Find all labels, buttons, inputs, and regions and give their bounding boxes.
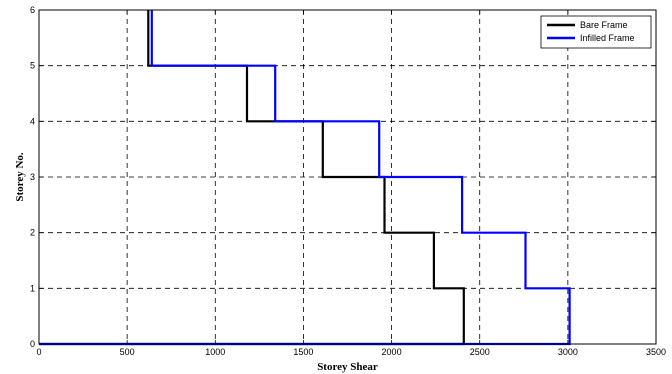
y-axis-title: Storey No. [14, 152, 26, 202]
y-tick-label: 3 [30, 172, 35, 182]
x-tick-label: 1500 [293, 347, 313, 357]
legend: Bare Frame Infilled Frame [540, 15, 652, 49]
x-axis-title: Storey Shear [317, 361, 378, 373]
y-tick-label: 2 [30, 228, 35, 238]
x-tick-label: 2000 [382, 347, 402, 357]
y-tick-label: 1 [30, 283, 35, 293]
legend-label-infilled-frame: Infilled Frame [580, 33, 635, 43]
tick-marks [38, 9, 657, 345]
y-tick-labels: 0 1 2 3 4 5 6 [30, 5, 35, 349]
x-tick-label: 2500 [470, 347, 490, 357]
x-tick-label: 1000 [205, 347, 225, 357]
y-tick-label: 0 [30, 339, 35, 349]
series-lines [39, 10, 571, 346]
x-tick-label: 0 [36, 347, 41, 357]
legend-box [540, 15, 652, 49]
x-tick-labels: 0 500 1000 1500 2000 2500 3000 3500 [36, 347, 666, 357]
y-tick-label: 4 [30, 116, 35, 126]
y-tick-label: 6 [30, 5, 35, 15]
x-tick-label: 500 [120, 347, 135, 357]
legend-label-bare-frame: Bare Frame [580, 20, 628, 30]
y-tick-label: 5 [30, 61, 35, 71]
x-tick-label: 3000 [558, 347, 578, 357]
x-tick-label: 3500 [646, 347, 666, 357]
series-line-infilled-frame [39, 10, 571, 346]
